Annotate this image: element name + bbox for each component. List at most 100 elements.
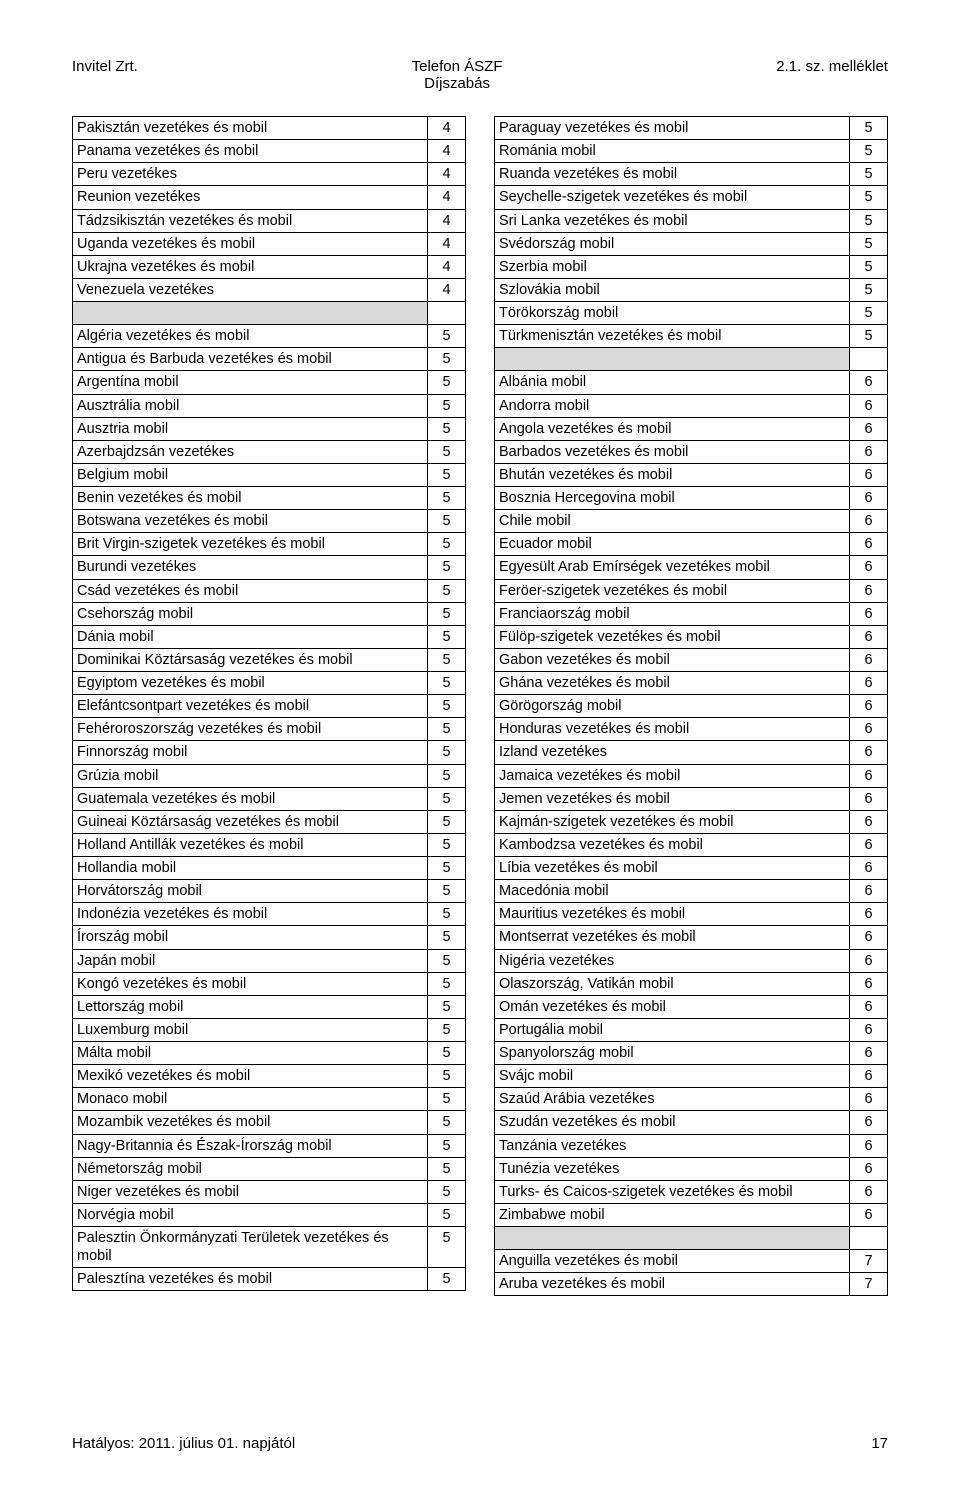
header-center-line1: Telefon ÁSZF: [412, 58, 503, 75]
zone-cell: 5: [428, 672, 466, 695]
table-row: Bosznia Hercegovina mobil6: [495, 487, 888, 510]
table-row: [495, 1227, 888, 1250]
country-cell: Ruanda vezetékes és mobil: [495, 163, 850, 186]
country-cell: Guatemala vezetékes és mobil: [73, 787, 428, 810]
country-cell: Honduras vezetékes és mobil: [495, 718, 850, 741]
table-row: Svájc mobil6: [495, 1065, 888, 1088]
zone-cell: 6: [850, 1157, 888, 1180]
table-row: Görögország mobil6: [495, 695, 888, 718]
zone-cell: 6: [850, 1018, 888, 1041]
country-cell: Ausztrália mobil: [73, 394, 428, 417]
zone-cell: 5: [428, 1088, 466, 1111]
gap-cell-num: [428, 302, 466, 325]
zone-cell: 6: [850, 764, 888, 787]
zone-cell: 5: [850, 117, 888, 140]
zone-cell: 6: [850, 648, 888, 671]
table-row: Argentína mobil5: [73, 371, 466, 394]
zone-cell: 6: [850, 371, 888, 394]
country-cell: Peru vezetékes: [73, 163, 428, 186]
country-cell: Barbados vezetékes és mobil: [495, 440, 850, 463]
zone-cell: 5: [428, 833, 466, 856]
zone-cell: 5: [850, 255, 888, 278]
zone-cell: 5: [428, 510, 466, 533]
country-cell: Andorra mobil: [495, 394, 850, 417]
table-row: Peru vezetékes4: [73, 163, 466, 186]
zone-cell: 5: [428, 1268, 466, 1291]
country-cell: Guineai Köztársaság vezetékes és mobil: [73, 810, 428, 833]
table-row: Spanyolország mobil6: [495, 1042, 888, 1065]
zone-cell: 5: [428, 695, 466, 718]
zone-cell: 6: [850, 810, 888, 833]
zone-cell: 5: [428, 741, 466, 764]
table-row: Belgium mobil5: [73, 463, 466, 486]
country-cell: Paraguay vezetékes és mobil: [495, 117, 850, 140]
country-cell: Csád vezetékes és mobil: [73, 579, 428, 602]
zone-cell: 6: [850, 1042, 888, 1065]
zone-cell: 6: [850, 625, 888, 648]
gap-cell: [495, 348, 850, 371]
country-cell: Portugália mobil: [495, 1018, 850, 1041]
table-row: Franciaország mobil6: [495, 602, 888, 625]
country-cell: Németország mobil: [73, 1157, 428, 1180]
table-row: Szaúd Arábia vezetékes6: [495, 1088, 888, 1111]
country-cell: Ausztria mobil: [73, 417, 428, 440]
table-row: Reunion vezetékes4: [73, 186, 466, 209]
table-row: Mexikó vezetékes és mobil5: [73, 1065, 466, 1088]
zone-cell: 5: [850, 325, 888, 348]
table-row: Törökország mobil5: [495, 302, 888, 325]
country-cell: Görögország mobil: [495, 695, 850, 718]
country-cell: Pakisztán vezetékes és mobil: [73, 117, 428, 140]
table-row: Seychelle-szigetek vezetékes és mobil5: [495, 186, 888, 209]
zone-cell: 5: [428, 602, 466, 625]
country-cell: Bhután vezetékes és mobil: [495, 463, 850, 486]
table-row: [73, 302, 466, 325]
table-row: Turks- és Caicos-szigetek vezetékes és m…: [495, 1180, 888, 1203]
table-row: Horvátország mobil5: [73, 880, 466, 903]
zone-cell: 6: [850, 1203, 888, 1226]
zone-cell: 5: [428, 463, 466, 486]
table-row: Andorra mobil6: [495, 394, 888, 417]
header-center: Telefon ÁSZF Díjszabás: [412, 58, 503, 92]
table-row: Guatemala vezetékes és mobil5: [73, 787, 466, 810]
country-cell: Ghána vezetékes és mobil: [495, 672, 850, 695]
zone-cell: 6: [850, 695, 888, 718]
country-cell: Mexikó vezetékes és mobil: [73, 1065, 428, 1088]
zone-cell: 5: [428, 625, 466, 648]
zone-cell: 6: [850, 926, 888, 949]
zone-cell: 4: [428, 163, 466, 186]
country-cell: Írország mobil: [73, 926, 428, 949]
zone-cell: 5: [850, 163, 888, 186]
country-cell: Franciaország mobil: [495, 602, 850, 625]
zone-cell: 6: [850, 463, 888, 486]
table-row: Csehország mobil5: [73, 602, 466, 625]
gap-cell: [495, 1227, 850, 1250]
zone-cell: 5: [850, 209, 888, 232]
table-row: [495, 348, 888, 371]
gap-cell-num: [850, 1227, 888, 1250]
table-row: Románia mobil5: [495, 140, 888, 163]
zone-cell: 5: [850, 278, 888, 301]
country-cell: Norvégia mobil: [73, 1203, 428, 1226]
country-cell: Jamaica vezetékes és mobil: [495, 764, 850, 787]
country-cell: Románia mobil: [495, 140, 850, 163]
country-cell: Szudán vezetékes és mobil: [495, 1111, 850, 1134]
table-row: Tádzsikisztán vezetékes és mobil4: [73, 209, 466, 232]
country-cell: Líbia vezetékes és mobil: [495, 857, 850, 880]
table-row: Feröer-szigetek vezetékes és mobil6: [495, 579, 888, 602]
zone-cell: 5: [428, 394, 466, 417]
table-row: Jemen vezetékes és mobil6: [495, 787, 888, 810]
table-row: Palesztin Önkormányzati Területek vezeté…: [73, 1227, 466, 1268]
country-cell: Egyesült Arab Emírségek vezetékes mobil: [495, 556, 850, 579]
table-row: Elefántcsontpart vezetékes és mobil5: [73, 695, 466, 718]
zone-cell: 6: [850, 487, 888, 510]
zone-cell: 5: [850, 232, 888, 255]
country-cell: Hollandia mobil: [73, 857, 428, 880]
table-row: Montserrat vezetékes és mobil6: [495, 926, 888, 949]
table-row: Egyesült Arab Emírségek vezetékes mobil6: [495, 556, 888, 579]
country-cell: Mozambik vezetékes és mobil: [73, 1111, 428, 1134]
country-cell: Szaúd Arábia vezetékes: [495, 1088, 850, 1111]
country-cell: Azerbajdzsán vezetékes: [73, 440, 428, 463]
table-row: Mauritius vezetékes és mobil6: [495, 903, 888, 926]
country-cell: Dánia mobil: [73, 625, 428, 648]
table-row: Kongó vezetékes és mobil5: [73, 972, 466, 995]
